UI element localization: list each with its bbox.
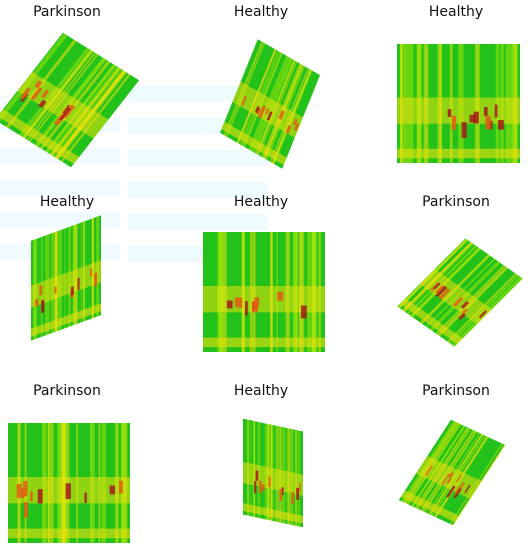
spectrogram-image-9 xyxy=(398,419,506,526)
spectrogram-image-4 xyxy=(31,215,101,341)
spectrogram-image-5 xyxy=(203,232,325,352)
panel-title-9: Parkinson xyxy=(422,383,490,399)
panel-title-5: Healthy xyxy=(233,194,289,210)
panel-title-7: Parkinson xyxy=(33,383,101,399)
panel-title-6: Parkinson xyxy=(422,194,490,210)
spectrogram-image-1 xyxy=(0,32,140,168)
spectrogram-image-3 xyxy=(397,44,520,163)
spectrogram-image-7 xyxy=(8,423,130,543)
panel-title-4: Healthy xyxy=(39,194,95,210)
panel-title-2: Healthy xyxy=(233,4,289,20)
panel-title-8: Healthy xyxy=(233,383,289,399)
panel-title-1: Parkinson xyxy=(33,4,101,20)
spectrogram-image-2 xyxy=(219,39,321,169)
spectrogram-image-6 xyxy=(397,238,523,347)
spectrogram-image-8 xyxy=(243,418,303,528)
panel-title-3: Healthy xyxy=(428,4,484,20)
